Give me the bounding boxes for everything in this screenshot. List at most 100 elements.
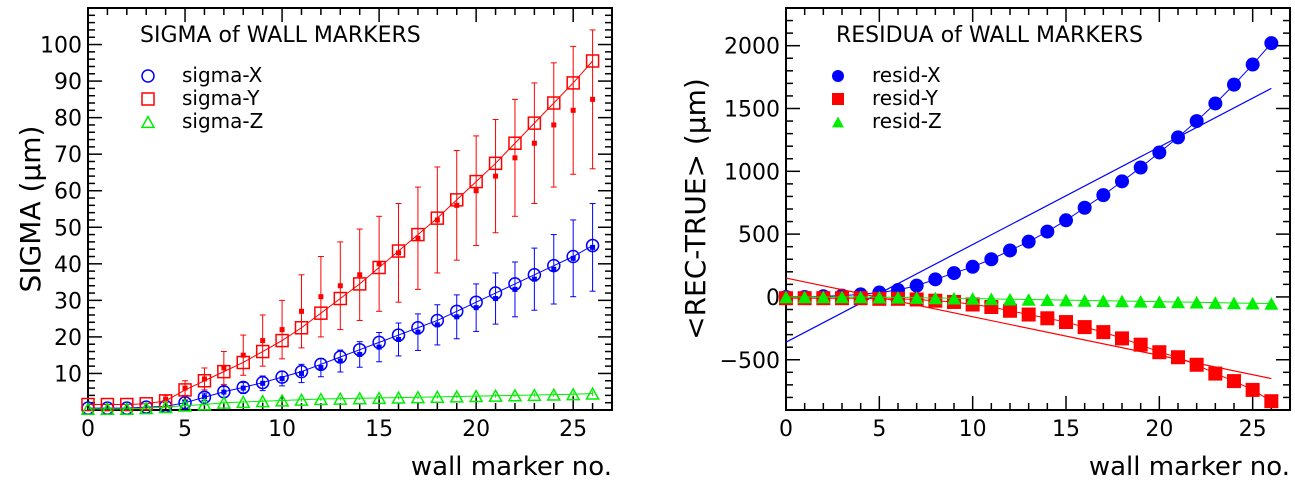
data-point <box>314 306 328 320</box>
data-point-small <box>531 140 537 146</box>
legend-marker <box>832 70 844 82</box>
data-point-small <box>357 272 363 278</box>
data-point-small <box>570 255 576 261</box>
data-point <box>80 401 96 416</box>
data-point <box>1245 296 1260 310</box>
data-point-small <box>279 327 285 333</box>
data-point <box>488 388 503 402</box>
data-point <box>816 290 831 304</box>
x-tick-label: 0 <box>779 417 793 442</box>
x-axis-label: wall marker no. <box>411 452 612 480</box>
data-point <box>1152 145 1167 160</box>
data-point <box>1040 311 1055 326</box>
data-point-small <box>590 244 596 250</box>
data-point <box>1171 130 1185 145</box>
data-point-small <box>434 217 440 223</box>
data-point <box>891 291 905 304</box>
data-point-small <box>260 338 266 344</box>
chart-title: SIGMA of WALL MARKERS <box>140 23 421 48</box>
legend-label: resid-Y <box>872 86 939 110</box>
data-point <box>527 116 542 130</box>
data-point <box>372 260 386 275</box>
data-point <box>275 370 289 384</box>
data-point <box>853 290 868 304</box>
x-tick-label: 25 <box>559 417 587 442</box>
data-point <box>81 397 95 412</box>
data-point-small <box>376 261 382 267</box>
data-point <box>947 291 961 305</box>
data-point <box>1021 293 1036 306</box>
data-point <box>1077 320 1092 335</box>
data-point <box>965 259 980 274</box>
data-point-small <box>415 235 421 241</box>
data-point <box>1264 394 1279 409</box>
data-point <box>1208 366 1223 381</box>
y-tick-label: 90 <box>54 70 82 95</box>
data-point-small <box>298 370 304 376</box>
data-point <box>469 295 483 309</box>
data-point-small <box>473 188 479 194</box>
data-point <box>274 393 290 407</box>
data-point <box>909 291 924 304</box>
x-axis-label: wall marker no. <box>1089 452 1290 480</box>
series-sigma-Y <box>81 29 600 412</box>
data-point <box>1003 292 1017 306</box>
data-point <box>1096 325 1111 340</box>
data-point <box>313 392 329 406</box>
data-point-small <box>163 396 169 402</box>
y-tick-label: 0 <box>766 286 780 311</box>
legend-marker <box>140 115 156 129</box>
data-point <box>1115 331 1129 346</box>
data-point <box>275 333 289 348</box>
y-tick-label: 70 <box>54 143 82 168</box>
data-point <box>565 387 581 401</box>
y-tick-label: −500 <box>720 349 780 374</box>
y-axis-label: SIGMA (μm) <box>14 126 47 293</box>
data-point <box>449 389 465 403</box>
data-point-small <box>318 294 324 300</box>
data-point-small <box>570 107 576 113</box>
x-tick-label: 20 <box>462 417 490 442</box>
data-point <box>797 290 812 304</box>
data-point <box>1077 294 1092 307</box>
data-point <box>1133 160 1148 175</box>
x-tick-label: 10 <box>959 417 987 442</box>
x-tick-label: 0 <box>81 417 95 442</box>
data-point <box>391 390 406 404</box>
y-axis-label: <REC-TRUE> (μm) <box>679 78 712 340</box>
data-point-small <box>182 385 188 391</box>
data-point <box>430 313 445 328</box>
data-point <box>1003 243 1017 258</box>
data-point <box>947 266 961 281</box>
data-point-small <box>493 173 499 179</box>
legend-label: sigma-X <box>182 63 263 87</box>
y-tick-label: 20 <box>54 326 82 351</box>
data-point <box>178 383 192 397</box>
data-point <box>1245 382 1260 397</box>
data-point <box>255 344 270 359</box>
data-point <box>585 238 600 253</box>
legend-label: sigma-Y <box>182 86 260 110</box>
data-point <box>255 375 270 390</box>
data-point <box>965 292 980 305</box>
data-point <box>1021 307 1036 322</box>
data-point-small <box>298 308 304 314</box>
residua-chart: 0 5 10 15 20 25 −500 0 500 1000 1500 2000 wall marke… <box>679 7 1291 480</box>
data-point <box>546 387 562 401</box>
data-point <box>1264 297 1279 310</box>
data-point <box>352 277 367 291</box>
data-point <box>372 335 386 350</box>
data-point <box>430 389 445 403</box>
x-tick-label: 5 <box>178 417 192 442</box>
data-point-small <box>279 376 285 382</box>
data-point <box>928 291 943 305</box>
data-point <box>1227 296 1241 310</box>
data-point <box>507 388 523 402</box>
data-point <box>449 193 464 207</box>
data-point-small <box>337 358 343 364</box>
data-point <box>468 389 484 403</box>
data-point <box>430 211 445 225</box>
data-point <box>566 76 580 90</box>
y-tick-label: 40 <box>54 253 82 278</box>
data-point <box>236 355 251 370</box>
